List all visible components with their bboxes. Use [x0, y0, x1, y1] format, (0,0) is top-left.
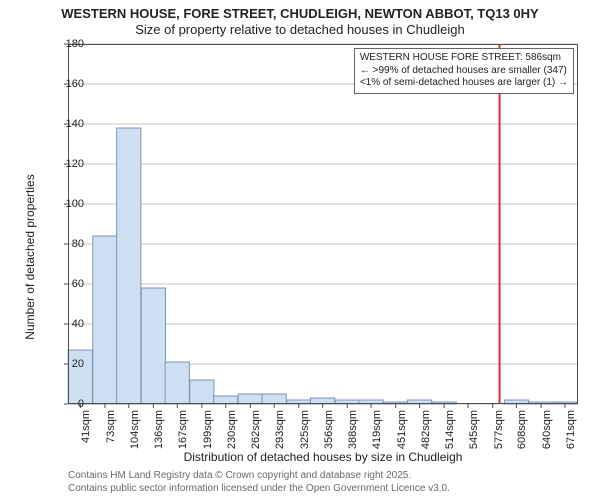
- annotation-box: WESTERN HOUSE FORE STREET: 586sqm ← >99%…: [354, 48, 574, 94]
- annotation-line-2: ← >99% of detached houses are smaller (3…: [360, 65, 568, 78]
- plot-area: WESTERN HOUSE FORE STREET: 586sqm ← >99%…: [68, 44, 578, 404]
- chart-container: WESTERN HOUSE, FORE STREET, CHUDLEIGH, N…: [0, 0, 600, 500]
- y-tick-label: 120: [34, 158, 84, 170]
- footer-attribution: Contains HM Land Registry data © Crown c…: [68, 470, 588, 495]
- y-tick-label: 180: [34, 38, 84, 50]
- y-tick-label: 80: [34, 238, 84, 250]
- histogram-svg: [68, 44, 578, 404]
- y-tick-label: 100: [34, 198, 84, 210]
- footer-line-2: Contains public sector information licen…: [68, 483, 450, 494]
- y-tick-label: 0: [34, 398, 84, 410]
- y-tick-label: 140: [34, 118, 84, 130]
- title-main: WESTERN HOUSE, FORE STREET, CHUDLEIGH, N…: [61, 6, 538, 21]
- footer-line-1: Contains HM Land Registry data © Crown c…: [68, 470, 411, 481]
- annotation-line-3: <1% of semi-detached houses are larger (…: [360, 77, 568, 90]
- x-axis-label: Distribution of detached houses by size …: [68, 450, 578, 464]
- title-subtitle: Size of property relative to detached ho…: [135, 22, 465, 37]
- chart-title: WESTERN HOUSE, FORE STREET, CHUDLEIGH, N…: [0, 6, 600, 39]
- annotation-line-1: WESTERN HOUSE FORE STREET: 586sqm: [360, 52, 568, 65]
- y-tick-label: 40: [34, 318, 84, 330]
- y-tick-label: 60: [34, 278, 84, 290]
- y-tick-label: 20: [34, 358, 84, 370]
- y-tick-label: 160: [34, 78, 84, 90]
